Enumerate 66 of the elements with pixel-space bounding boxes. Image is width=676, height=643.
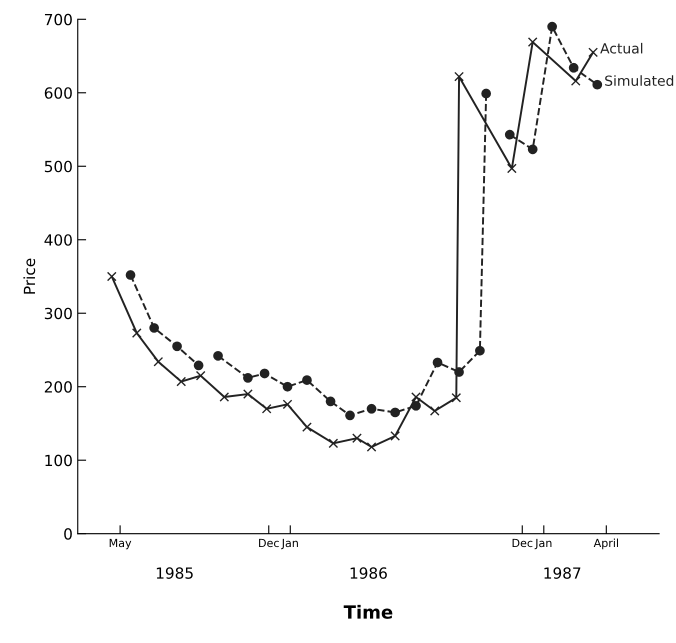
- point: [506, 164, 517, 174]
- point: [568, 62, 579, 73]
- point: [262, 404, 272, 414]
- y-tick-label: 500: [44, 160, 72, 172]
- point: [149, 323, 160, 333]
- y-tick-label: 300: [44, 308, 72, 320]
- point: [126, 270, 136, 280]
- point: [475, 346, 485, 356]
- point: [430, 406, 440, 416]
- x-tick-label: Jan: [281, 538, 298, 550]
- point: [592, 80, 602, 90]
- point: [432, 358, 442, 368]
- y-tick-label: 200: [44, 381, 72, 393]
- point: [243, 389, 253, 399]
- point: [219, 392, 230, 402]
- x-tick-label: Dec: [259, 538, 279, 548]
- x-tick-label: Dec: [512, 538, 532, 548]
- text: 1985: [156, 567, 193, 579]
- x-tick-label: May: [110, 538, 132, 550]
- point: [194, 360, 204, 370]
- text: 1986: [350, 567, 387, 579]
- point: [345, 410, 355, 420]
- point: [196, 370, 206, 381]
- point: [570, 76, 581, 86]
- x-tick-label: Jan: [534, 538, 552, 550]
- point: [528, 144, 538, 154]
- point: [172, 341, 182, 352]
- point: [451, 392, 462, 403]
- point: [282, 382, 292, 392]
- y-tick-label: 700: [44, 14, 72, 26]
- point: [213, 350, 223, 361]
- point: [176, 376, 186, 386]
- y-tick-label: 400: [44, 234, 72, 246]
- point: [243, 373, 253, 383]
- x-axis-title: Time: [344, 604, 392, 619]
- point: [528, 37, 538, 47]
- point: [411, 392, 421, 402]
- point: [588, 47, 598, 58]
- point: [326, 396, 336, 406]
- point: [328, 438, 338, 448]
- point: [454, 367, 464, 377]
- y-tick-label: 0: [64, 528, 72, 540]
- point: [302, 422, 312, 432]
- point: [352, 433, 362, 444]
- point: [302, 375, 312, 385]
- point: [282, 399, 292, 410]
- point: [454, 72, 464, 82]
- point: [153, 356, 164, 367]
- point: [366, 404, 376, 414]
- text: 1987: [544, 567, 580, 579]
- y-axis-title: Price: [23, 258, 36, 294]
- point: [411, 400, 421, 411]
- point: [390, 408, 400, 418]
- y-tick-label: 100: [45, 454, 72, 466]
- point: [106, 272, 117, 282]
- point: [547, 22, 557, 32]
- point: [366, 442, 376, 452]
- x-tick-label: April: [594, 538, 618, 550]
- point: [132, 328, 142, 338]
- series-label: Actual: [600, 42, 642, 54]
- point: [504, 130, 515, 140]
- y-tick-label: 600: [44, 87, 72, 99]
- point: [260, 368, 270, 378]
- series-label: Simulated: [605, 75, 674, 86]
- point: [481, 88, 492, 98]
- point: [390, 431, 400, 441]
